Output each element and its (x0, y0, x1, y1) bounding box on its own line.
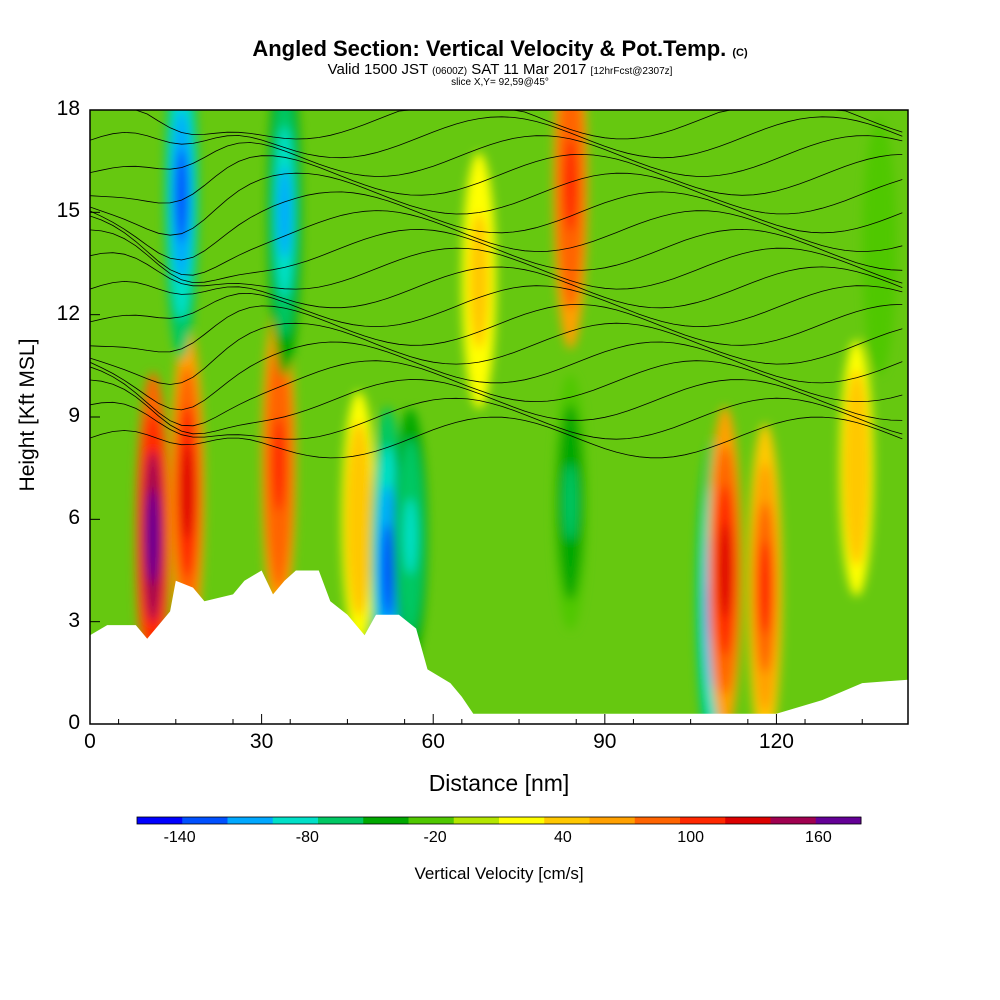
theta-contour (90, 247, 903, 290)
velocity-cell (261, 300, 296, 629)
colorbar-swatch (680, 817, 726, 824)
velocity-cell (707, 406, 742, 724)
velocity-cell (553, 110, 588, 349)
colorbar-swatch (182, 817, 228, 824)
theta-contour (90, 172, 903, 236)
x-tick-label: 60 (421, 730, 445, 753)
velocity-cell (553, 374, 588, 631)
x-axis-label: Distance [nm] (428, 770, 570, 796)
velocity-cell (862, 118, 897, 375)
colorbar-tick-label: -80 (295, 829, 319, 846)
colorbar-swatch (137, 817, 183, 824)
velocity-cell (839, 340, 874, 597)
colorbar-tick-label: 160 (805, 829, 832, 846)
colorbar-swatch (453, 817, 500, 824)
y-tick-label: 12 (56, 301, 80, 325)
theta-contour (90, 304, 903, 353)
theta-contour (90, 210, 903, 276)
colorbar-swatch (318, 817, 364, 824)
velocity-cell (461, 152, 496, 409)
theta-contour (90, 360, 903, 427)
valid-date: SAT 11 Mar 2017 (471, 61, 587, 78)
theta-contour (90, 135, 903, 177)
colorbar-tick-label: 40 (553, 829, 572, 846)
y-tick-label: 9 (68, 404, 80, 427)
colorbar-tick-label: 100 (677, 829, 704, 846)
theta-contour (90, 191, 903, 261)
x-tick-label: 120 (758, 730, 794, 753)
velocity-cell (170, 328, 205, 657)
velocity-cell (747, 423, 782, 724)
x-tick-label: 30 (249, 730, 274, 753)
colorbar-frame (136, 816, 862, 825)
colorbar-swatch (227, 817, 274, 824)
theta-contour (90, 153, 903, 204)
velocity-cell (164, 110, 199, 360)
y-tick-label: 0 (68, 711, 80, 734)
colorbar-swatch (272, 817, 319, 824)
colorbar-tick-label: -140 (163, 829, 196, 846)
theta-contour (90, 341, 903, 411)
theta-contour (90, 266, 903, 309)
theta-contour (90, 397, 903, 440)
theta-contour (90, 416, 903, 459)
x-tick-label: 90 (593, 730, 617, 753)
colorbar-swatch (815, 817, 862, 824)
x-tick-label: 0 (84, 730, 96, 753)
colorbar-tick-label: -20 (423, 829, 447, 846)
colorbar-swatch (363, 817, 409, 824)
y-tick-label: 6 (68, 506, 80, 530)
forecast-info: [12hrFcst@2307z] (590, 66, 673, 77)
y-tick-label: 3 (68, 608, 80, 632)
y-axis-label: Height [Kft MSL] (16, 338, 39, 492)
slice-info: slice X,Y= 92,59@45° (451, 77, 549, 88)
colorbar-swatch (544, 817, 590, 824)
theta-contour (90, 322, 903, 385)
colorbar-swatch (770, 817, 817, 824)
theta-contour (90, 228, 903, 284)
colorbar-swatch (589, 817, 636, 824)
chart-title: Angled Section: Vertical Velocity & Pot.… (252, 36, 748, 61)
theta-contour (90, 285, 903, 328)
valid-utc: (0600Z) (432, 66, 468, 77)
chart-subtitle: Valid 1500 JST (0600Z) SAT 11 Mar 2017 [… (327, 61, 673, 78)
y-tick-label: 15 (56, 199, 80, 223)
theta-contour (90, 116, 903, 159)
velocity-cell (341, 391, 376, 648)
velocity-cell (393, 408, 428, 665)
colorbar-swatch (634, 817, 681, 824)
title-unit: (C) (732, 47, 748, 59)
velocity-cell (135, 372, 170, 701)
colorbar-label: Vertical Velocity [cm/s] (414, 864, 584, 883)
colorbar-swatch (408, 817, 455, 824)
y-tick-label: 18 (56, 97, 80, 120)
terrain-mask (90, 570, 908, 724)
theta-contour (90, 110, 903, 140)
velocity-cell (267, 110, 302, 377)
colorbar-swatch (499, 817, 545, 824)
colorbar-swatch (725, 817, 771, 824)
theta-contour (90, 379, 903, 435)
